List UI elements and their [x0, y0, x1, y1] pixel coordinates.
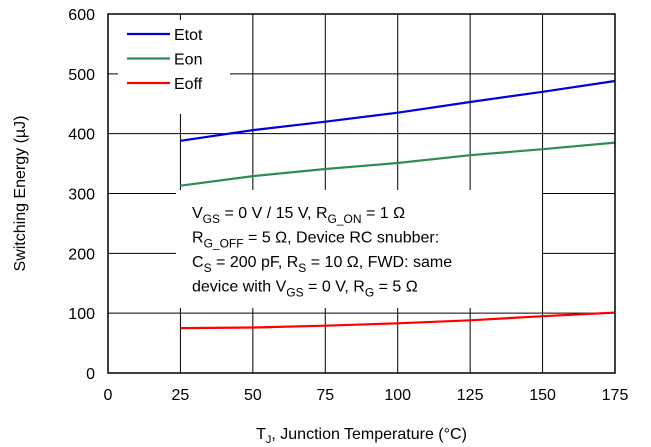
x-tick-label: 0: [104, 387, 113, 404]
annotation-text: = 200 pF, R: [212, 254, 299, 271]
annotation-text: = 10 Ω, FWD: same: [306, 254, 452, 271]
annotation-line: RG_OFF = 5 Ω, Device RC snubber:: [192, 230, 439, 251]
annotation-subscript: GS: [286, 286, 303, 300]
legend-label-eoff: Eoff: [174, 76, 203, 93]
annotation-text: = 0 V, R: [304, 279, 365, 296]
annotation-line: CS = 200 pF, RS = 10 Ω, FWD: same: [192, 254, 452, 275]
x-tick-label: 125: [457, 387, 484, 404]
annotation-line: VGS = 0 V / 15 V, RG_ON = 1 Ω: [192, 205, 405, 226]
x-tick-label: 25: [172, 387, 190, 404]
annotation-subscript: GS: [203, 212, 220, 226]
annotation-text: = 1 Ω: [362, 205, 406, 222]
annotation-subscript: G: [365, 286, 374, 300]
annotation-text: C: [192, 254, 204, 271]
x-tick-label: 50: [244, 387, 262, 404]
legend-label-eon: Eon: [174, 52, 202, 69]
annotation-line: device with VGS = 0 V, RG = 5 Ω: [192, 279, 418, 300]
x-tick-label: 100: [384, 387, 411, 404]
annotation-text: = 5 Ω: [374, 279, 418, 296]
x-tick-label: 150: [529, 387, 556, 404]
y-tick-label: 200: [68, 246, 95, 263]
annotation-text: = 0 V / 15 V, R: [220, 205, 327, 222]
x-tick-label: 75: [316, 387, 334, 404]
x-tick-label: 175: [602, 387, 629, 404]
series-lines: [180, 79, 616, 330]
y-tick-label: 600: [68, 7, 95, 24]
legend: Etot Eon Eoff: [118, 20, 230, 114]
y-tick-label: 0: [86, 366, 95, 383]
annotation-text: device with V: [192, 279, 287, 296]
x-axis-label-sub: J: [266, 434, 272, 446]
annotation-subscript: G_OFF: [204, 237, 244, 251]
y-axis-label: Switching Energy (µJ): [12, 116, 29, 272]
plot-frame: [107, 13, 616, 374]
y-tick-label: 100: [68, 306, 95, 323]
annotation-text: V: [192, 205, 203, 222]
annotation-subscript: S: [204, 261, 212, 275]
annotation-subscript: G_ON: [328, 212, 362, 226]
series-line-eoff: [180, 311, 616, 330]
tick-labels: 0 25 50 75 100 125 150 175 0 100 200 300 400 500 600: [68, 7, 628, 404]
x-axis-label: TJ, Junction Temperature (°C): [256, 426, 467, 446]
series-line-etot: [180, 79, 616, 142]
x-axis-label-main: T: [256, 426, 266, 443]
legend-background: [118, 20, 230, 114]
series-line-eon: [180, 141, 616, 187]
y-tick-label: 300: [68, 187, 95, 204]
annotation-subscript: S: [298, 261, 306, 275]
annotation-text: R: [192, 230, 204, 247]
legend-label-etot: Etot: [174, 27, 203, 44]
x-axis-label-rest: , Junction Temperature (°C): [271, 426, 467, 443]
annotation-text: = 5 Ω, Device RC snubber:: [244, 230, 440, 247]
annotation-background: [176, 190, 542, 308]
y-tick-label: 500: [68, 67, 95, 84]
y-tick-label: 400: [68, 127, 95, 144]
conditions-annotation: VGS = 0 V / 15 V, RG_ON = 1 ΩRG_OFF = 5 …: [176, 190, 542, 308]
